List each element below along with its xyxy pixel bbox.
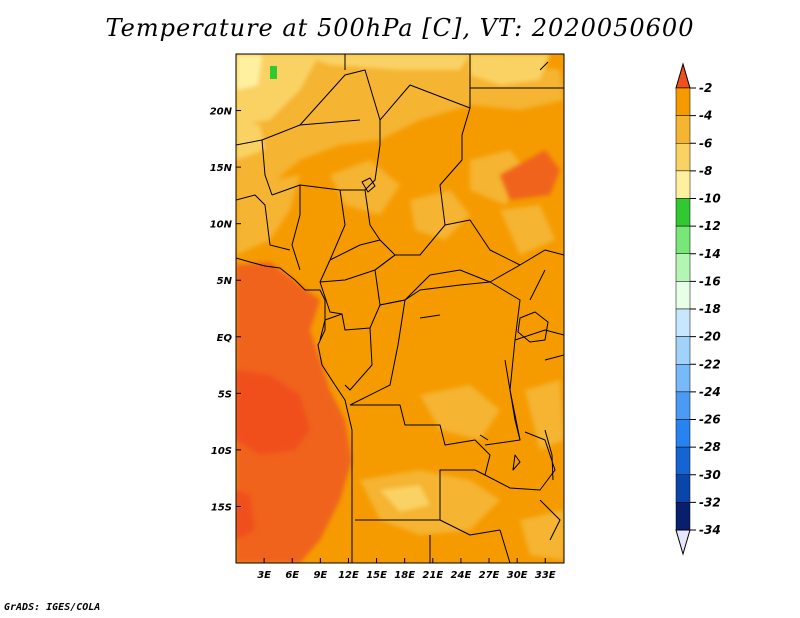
colorbar-label: -20 [699,330,721,344]
latitude-axis: 20N 15N 10N 5N EQ 5S 10S 15S [210,107,241,513]
lon-tick-label: 12E [338,570,359,581]
colorbar-label: -18 [699,302,721,316]
lat-tick-label: 15S [211,502,232,513]
colorbar-label: -30 [699,468,721,482]
colorbar-label: -26 [699,413,721,427]
lat-tick-label: EQ [217,333,233,344]
colorbar-swatch [675,308,691,337]
colorbar-swatch [675,198,691,227]
lat-tick-label: 20N [210,107,233,118]
colorbar-label: -28 [699,440,721,454]
colorbar-label: -24 [699,385,721,399]
colorbar-label: -34 [699,523,721,537]
lat-tick-label: 15N [210,163,233,174]
lat-tick-label: 5S [218,389,232,400]
colorbar-swatch [675,364,691,393]
colorbar-over-triangle [675,62,691,89]
colorbar-label: -32 [699,495,721,509]
colorbar-label: -22 [699,357,721,371]
lon-tick-label: 6E [285,570,299,581]
page-title: Temperature at 500hPa [C], VT: 202005060… [105,14,695,42]
colorbar-label: -10 [699,192,721,206]
colorbar-under-triangle [675,529,691,556]
colorbar-swatch [675,281,691,310]
colorbar-label: -4 [699,109,712,123]
colorbar-swatch [675,419,691,448]
lon-tick-label: 9E [313,570,327,581]
lat-tick-label: 10N [210,220,233,231]
colorbar-swatch [675,253,691,282]
lon-tick-label: 3E [257,570,271,581]
longitude-axis: 3E 6E 9E 12E 15E 18E 21E 24E 27E 30E 33E [257,558,556,581]
colorbar-label: -14 [699,247,721,261]
colorbar: -2 -4 -6 -8 -10 -12 -14 -16 -18 -20 -22 -24 -26 -28 -3… [675,62,721,556]
lon-tick-label: 24E [451,570,472,581]
country-borders [236,54,564,563]
lon-tick-label: 15E [366,570,387,581]
colorbar-swatch [675,87,691,116]
colorbar-swatch [675,502,691,531]
map-frame [235,53,565,564]
colorbar-swatch [675,474,691,503]
colorbar-label: -6 [699,136,712,150]
colorbar-swatch [675,170,691,199]
colorbar-swatch [675,143,691,172]
colorbar-label: -16 [699,274,721,288]
lon-tick-label: 30E [507,570,528,581]
lat-tick-label: 10S [211,446,232,457]
temperature-field [236,54,564,563]
lon-tick-label: 33E [535,570,556,581]
colorbar-label: -8 [699,164,712,178]
colorbar-swatch [675,336,691,365]
lon-tick-label: 27E [479,570,500,581]
colorbar-label: -2 [699,81,712,95]
colorbar-swatch [675,225,691,254]
lon-tick-label: 18E [394,570,415,581]
lon-tick-label: 21E [422,570,443,581]
colorbar-swatch [675,446,691,475]
colorbar-swatch [675,391,691,420]
colorbar-label: -12 [699,219,721,233]
credit-label: GrADS: IGES/COLA [4,602,101,613]
lat-tick-label: 5N [217,276,233,287]
colorbar-swatch [675,115,691,144]
